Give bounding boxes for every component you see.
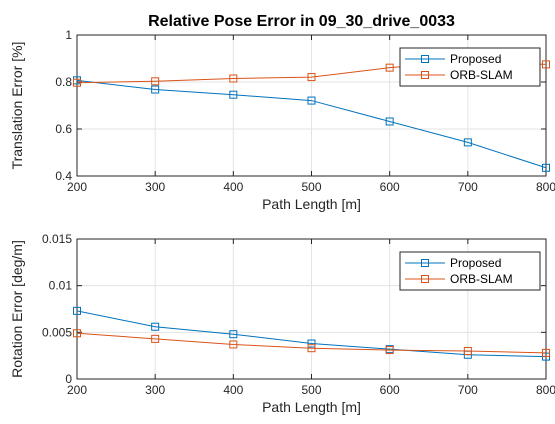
data-point <box>229 330 238 339</box>
data-point <box>229 340 238 349</box>
data-point <box>307 339 316 348</box>
series-line <box>76 332 547 354</box>
legend-entry: Proposed <box>450 52 501 66</box>
x-tick-label: 700 <box>458 180 478 194</box>
data-point <box>151 85 160 94</box>
data-point <box>229 90 238 99</box>
x-tick-label: 600 <box>380 383 400 397</box>
legend-marker <box>421 275 429 283</box>
x-axis-label: Path Length [m] <box>262 399 361 415</box>
x-tick-label: 400 <box>223 383 243 397</box>
y-tick-label: 0.4 <box>55 169 72 183</box>
legend-box <box>399 47 541 87</box>
y-axis-label: Translation Error [%] <box>9 42 25 170</box>
x-tick-label: 300 <box>145 180 165 194</box>
y-tick-label: 0 <box>65 372 72 386</box>
x-tick-label: 400 <box>223 180 243 194</box>
data-point <box>542 348 550 357</box>
data-point <box>73 78 81 87</box>
series-line <box>76 79 547 169</box>
x-tick-label: 500 <box>301 383 321 397</box>
x-tick-label: 500 <box>301 180 321 194</box>
data-point <box>307 96 316 105</box>
data-point <box>151 334 160 343</box>
x-tick-label: 800 <box>536 180 555 194</box>
data-point <box>151 77 160 86</box>
legend-entry: ORB-SLAM <box>450 272 513 286</box>
series-proposed <box>73 76 550 172</box>
data-point <box>307 344 316 353</box>
data-point <box>463 347 472 355</box>
y-tick-label: 0.01 <box>49 279 73 293</box>
legend-box <box>399 251 541 291</box>
data-point <box>73 329 81 338</box>
legend: Proposed ORB-SLAM <box>399 47 541 87</box>
chart-title: Relative Pose Error in 09_30_drive_0033 <box>148 13 455 30</box>
x-tick-label: 200 <box>67 383 87 397</box>
y-tick-label: 1 <box>65 28 72 42</box>
data-point <box>229 74 238 83</box>
legend-entry: Proposed <box>450 256 501 270</box>
x-tick-label: 600 <box>380 180 400 194</box>
legend-marker <box>421 71 429 79</box>
x-axis-label: Path Length [m] <box>262 196 361 212</box>
data-point <box>307 73 316 82</box>
y-tick-label: 0.005 <box>42 325 72 339</box>
legend-marker <box>421 259 429 267</box>
data-point <box>385 63 394 72</box>
y-axis-label: Rotation Error [deg/m] <box>9 240 25 378</box>
legend: Proposed ORB-SLAM <box>399 251 541 291</box>
chart-1: 200 300 400 500 600 700 800 0.4 0.6 0.8 1 Path Leng… <box>9 13 555 212</box>
y-tick-label: 0.8 <box>55 75 72 89</box>
legend-marker <box>421 55 429 63</box>
x-tick-label: 300 <box>145 383 165 397</box>
y-tick-label: 0.6 <box>55 122 72 136</box>
x-tick-label: 800 <box>536 383 555 397</box>
data-point <box>73 306 81 315</box>
data-point <box>542 163 550 172</box>
data-point <box>151 322 160 331</box>
chart-2: 200 300 400 500 600 700 800 0 0.005 0.01 0.015 Path… <box>9 232 555 415</box>
legend-entry: ORB-SLAM <box>450 68 513 82</box>
data-point <box>385 117 394 126</box>
x-tick-label: 700 <box>458 383 478 397</box>
data-point <box>463 138 472 147</box>
y-tick-label: 0.015 <box>42 232 72 246</box>
series-orb-slam <box>73 329 550 357</box>
data-point <box>542 60 550 69</box>
x-tick-label: 200 <box>67 180 87 194</box>
data-point <box>385 346 394 355</box>
